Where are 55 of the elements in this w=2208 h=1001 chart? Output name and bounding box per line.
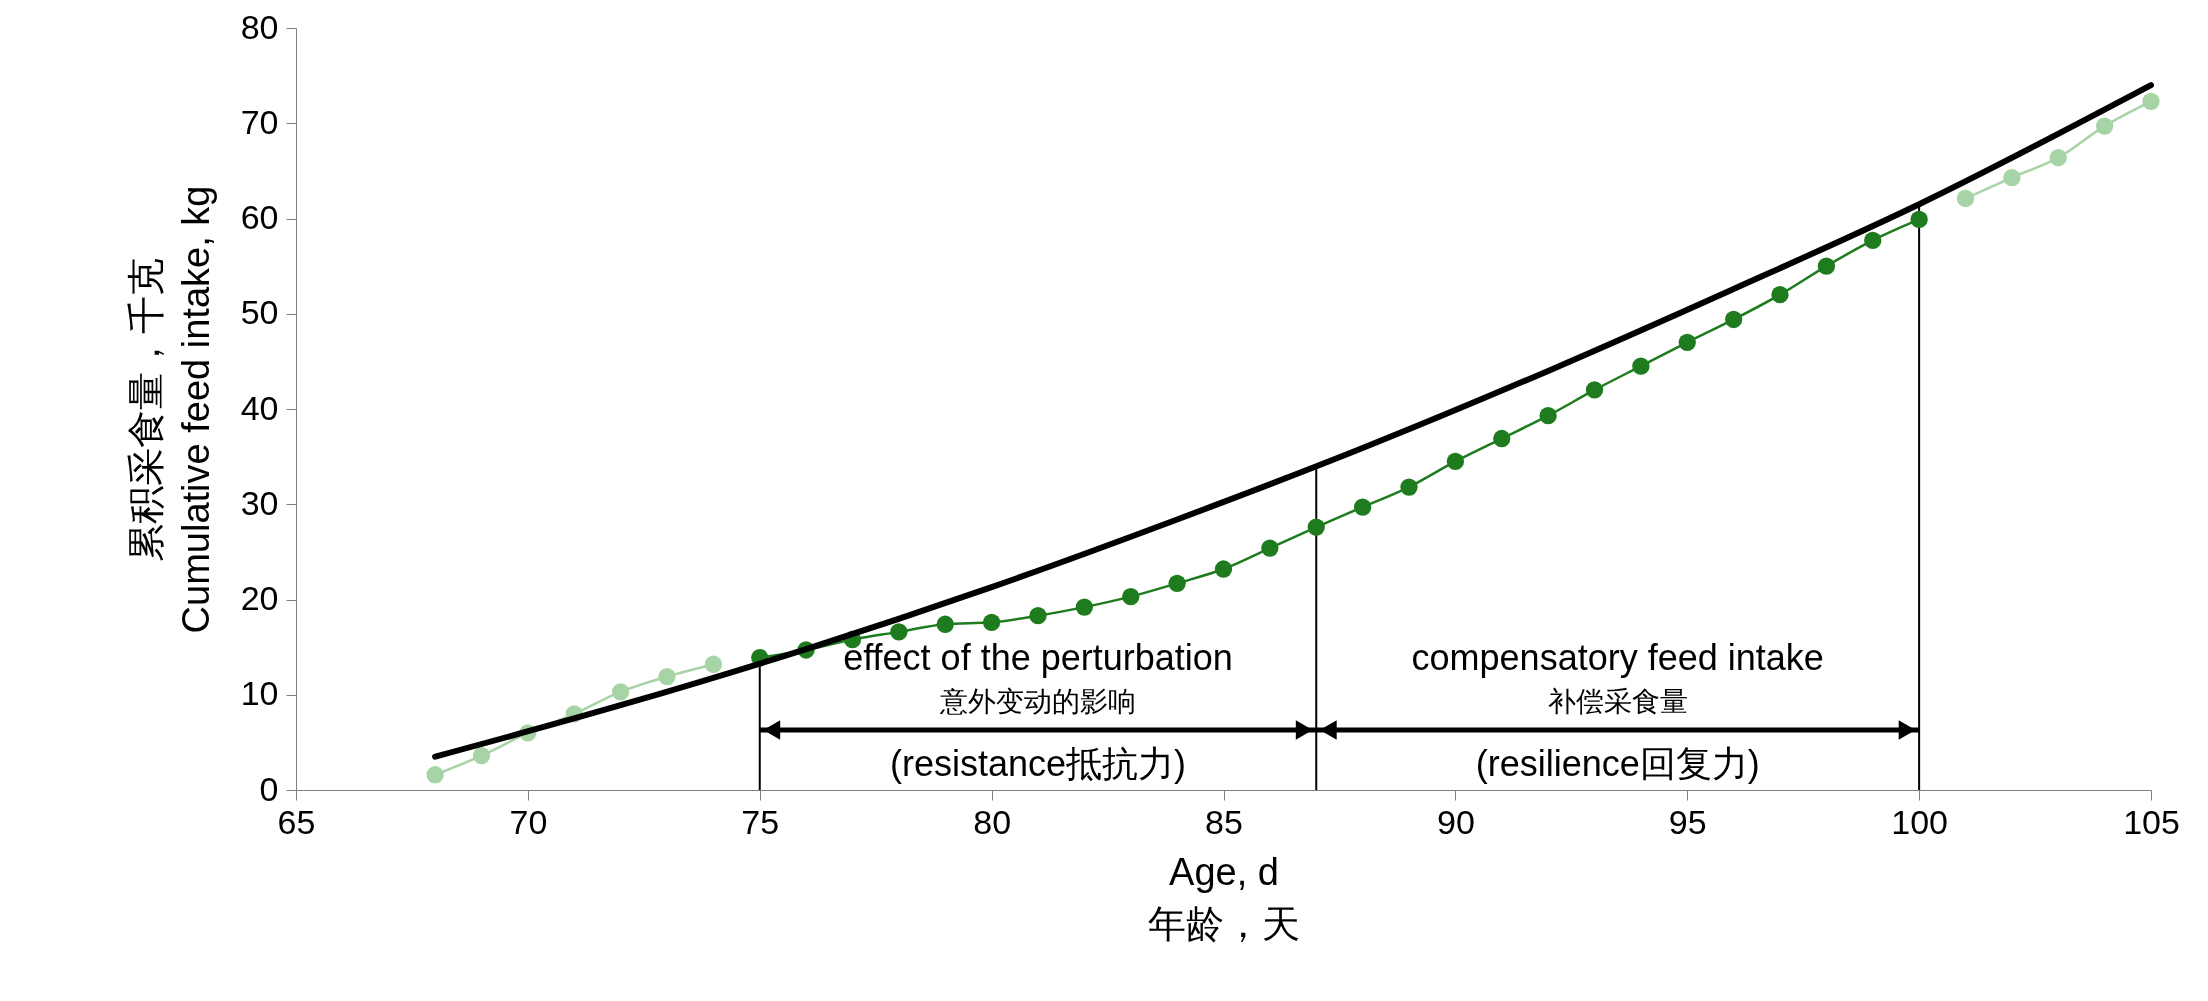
x-tick-label: 65 <box>277 802 316 841</box>
x-tick-label: 70 <box>509 802 548 841</box>
y-tick-label: 60 <box>240 198 279 236</box>
x-tick-label: 105 <box>2123 802 2180 841</box>
x-tick-label: 85 <box>1205 802 1243 841</box>
point <box>2142 92 2160 110</box>
point <box>1261 539 1279 557</box>
point <box>982 613 1001 631</box>
y-tick-label: 70 <box>240 102 279 141</box>
point <box>1910 210 1928 229</box>
point <box>1771 286 1789 304</box>
y-tick-label: 80 <box>240 7 279 46</box>
point <box>1956 189 1975 208</box>
point <box>1724 310 1743 329</box>
point <box>2095 117 2114 135</box>
y-tick-label: 10 <box>240 674 279 713</box>
point <box>1353 498 1372 516</box>
point <box>1122 588 1140 606</box>
point <box>658 668 676 686</box>
point <box>611 683 630 701</box>
x-tick-label: 90 <box>1436 802 1475 841</box>
point <box>1817 257 1836 275</box>
point <box>1864 231 1882 250</box>
point <box>426 766 444 784</box>
point <box>1400 478 1418 496</box>
point <box>1214 560 1233 578</box>
point <box>1585 381 1604 399</box>
y-tick-label: 20 <box>240 579 279 617</box>
x-tick-label: 75 <box>741 802 780 841</box>
point <box>890 623 908 641</box>
point <box>1632 357 1650 375</box>
point <box>1307 518 1325 536</box>
x-tick-label: 95 <box>1668 802 1707 841</box>
point <box>1678 333 1696 351</box>
point <box>1075 598 1094 616</box>
annotation: compensatory feed intake 补偿采食量 (resilience回复力) <box>1411 637 1824 784</box>
point <box>704 655 723 673</box>
y-tick-label: 40 <box>240 388 279 427</box>
point <box>1539 407 1557 425</box>
y-axis-title: 累积采食量，千克 Cumulative feed intake, kg <box>124 185 217 634</box>
point <box>2049 148 2067 167</box>
y-tick-label: 0 <box>259 769 279 808</box>
point <box>472 747 491 765</box>
y-tick-label: 30 <box>240 483 279 522</box>
annotation: effect of the perturbation 意外变动的影响 (resistance抵抗力) <box>843 637 1233 784</box>
point <box>1168 574 1186 592</box>
y-tick-label: 50 <box>240 293 279 332</box>
x-tick-label: 100 <box>1891 802 1948 841</box>
point <box>2003 168 2021 187</box>
point <box>1493 429 1511 448</box>
point <box>936 615 954 633</box>
point <box>1029 607 1047 625</box>
x-tick-label: 80 <box>973 802 1012 841</box>
point <box>1446 452 1465 471</box>
x-axis-title: Age, d 年龄，天 <box>1148 850 1300 945</box>
